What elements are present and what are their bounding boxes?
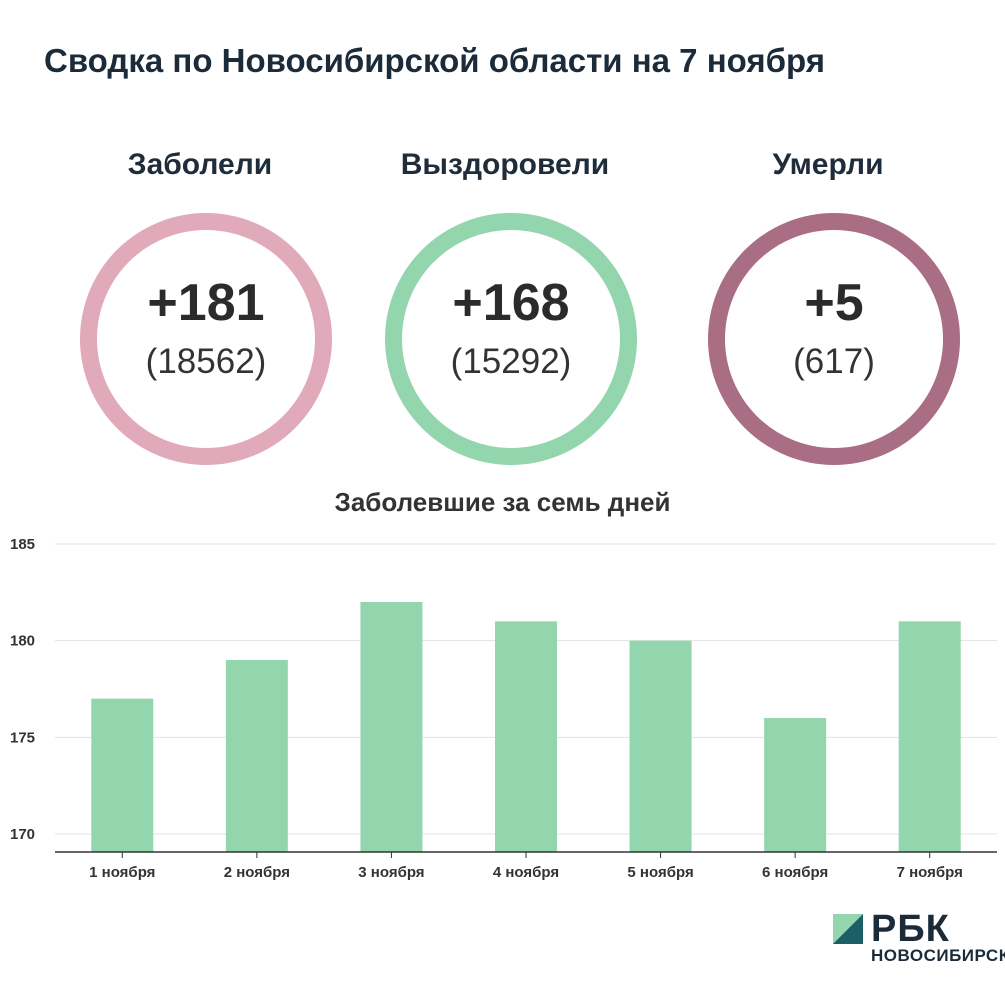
stat-infected-total: (18562): [145, 342, 267, 381]
stat-recovered: Выздоровели +168 (15292): [375, 145, 637, 465]
bar: [91, 698, 154, 852]
bar-chart: 170 175 180 185 1 ноября 2 ноября 3 ноября 4 но…: [10, 536, 997, 881]
y-tick-label: 170: [10, 826, 35, 843]
rbc-logo-icon: [833, 914, 863, 944]
stat-recovered-ring: +168 (15292): [385, 213, 637, 465]
chart-title: Заболевшие за семь дней: [334, 487, 671, 517]
stat-infected: Заболели +181 (18562): [70, 145, 332, 465]
stat-deaths-ring: +5 (617): [708, 213, 960, 465]
bar: [764, 718, 827, 852]
y-tick-label: 185: [10, 536, 35, 553]
stat-infected-delta: +181: [147, 274, 265, 332]
logo-brand: РБК: [871, 908, 950, 950]
x-tick-label: 6 ноября: [762, 864, 828, 881]
stat-deaths-delta: +5: [804, 274, 864, 332]
logo-region: НОВОСИБИРСК: [871, 946, 1005, 965]
y-tick-label: 175: [10, 729, 35, 746]
stat-recovered-delta: +168: [452, 274, 570, 332]
stat-deaths: Умерли +5 (617): [698, 145, 960, 465]
stat-infected-label: Заболели: [127, 148, 273, 181]
rbc-logo: РБК НОВОСИБИРСК: [833, 908, 1005, 969]
bar: [898, 621, 961, 852]
stat-deaths-label: Умерли: [772, 148, 884, 181]
stat-deaths-total: (617): [793, 342, 875, 381]
x-tick-label: 5 ноября: [627, 864, 693, 881]
stat-recovered-label: Выздоровели: [400, 148, 610, 181]
x-tick-label: 2 ноября: [224, 864, 290, 881]
x-tick-label: 7 ноября: [897, 864, 963, 881]
bar: [629, 640, 692, 852]
x-tick-label: 3 ноября: [358, 864, 424, 881]
page-title: Сводка по Новосибирской области на 7 ноя…: [44, 42, 825, 79]
stat-infected-ring: +181 (18562): [80, 213, 332, 465]
x-tick-label: 4 ноября: [493, 864, 559, 881]
y-tick-label: 180: [10, 633, 35, 650]
stat-recovered-total: (15292): [450, 342, 572, 381]
bar: [360, 602, 423, 852]
bar: [225, 660, 288, 852]
bar: [495, 621, 557, 852]
x-tick-label: 1 ноября: [89, 864, 155, 881]
